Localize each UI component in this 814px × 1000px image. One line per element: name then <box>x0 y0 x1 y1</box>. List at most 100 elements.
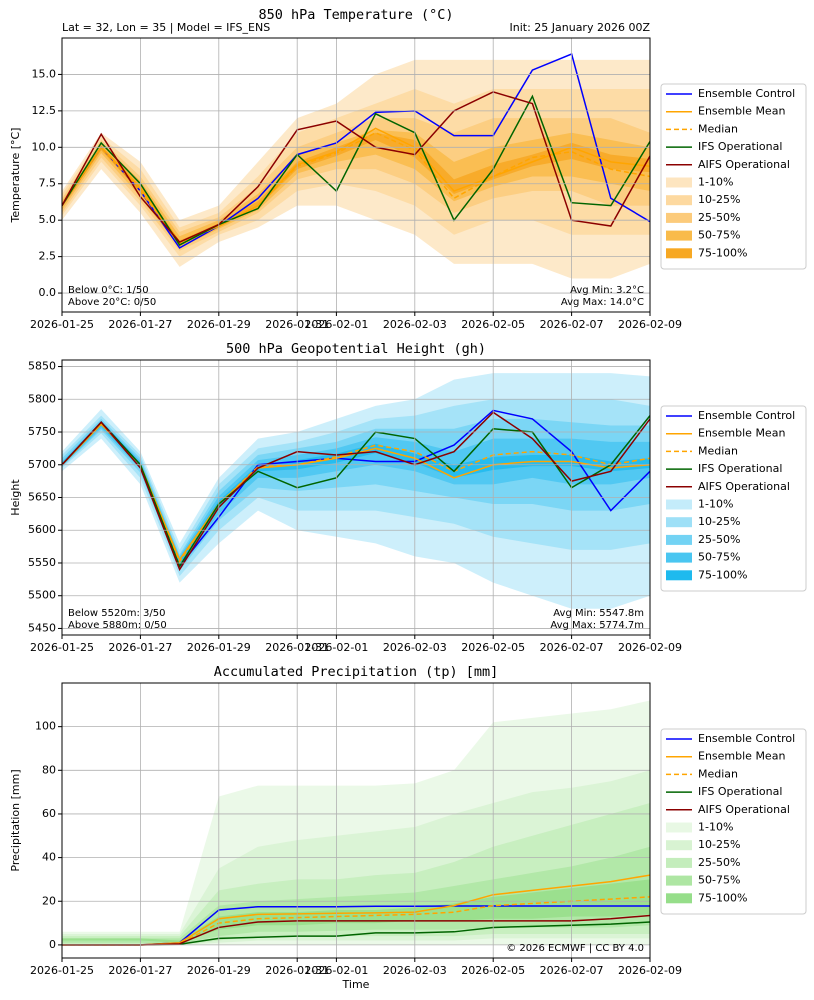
x-tick-label: 2026-02-01 <box>304 964 368 977</box>
series-line <box>62 914 650 946</box>
legend-label: Ensemble Control <box>698 87 795 100</box>
y-tick-label: 40 <box>42 851 56 864</box>
subtitle: Lat = 32, Lon = 35 | Model = IFS_ENS <box>62 21 270 34</box>
x-axis-label: Time <box>342 978 370 991</box>
plot-area <box>62 53 650 279</box>
x-tick-label: 2026-01-31 <box>265 964 329 977</box>
x-tick-label: 2026-02-03 <box>383 964 447 977</box>
legend-swatch <box>666 552 692 563</box>
y-tick-label: 5550 <box>28 556 56 569</box>
legend-swatch <box>666 570 692 581</box>
legend-swatch <box>666 177 692 188</box>
x-tick-label: 2026-02-01 <box>304 318 368 331</box>
y-tick-label: 5600 <box>28 523 56 536</box>
y-tick-label: 100 <box>35 720 56 733</box>
y-axis-label: Temperature [°C] <box>9 128 22 224</box>
x-tick-label: 2026-01-25 <box>30 641 94 654</box>
legend-box <box>660 728 807 915</box>
y-tick-label: 15.0 <box>32 67 57 80</box>
x-tick-label: 2026-01-29 <box>187 641 251 654</box>
legend-swatch <box>666 875 692 886</box>
legend-swatch <box>666 822 692 833</box>
chart-title: 500 hPa Geopotential Height (gh) <box>226 341 486 357</box>
y-tick-label: 12.5 <box>32 104 57 117</box>
legend-label: AIFS Operational <box>698 158 790 171</box>
annotation: © 2026 ECMWF | CC BY 4.0 <box>506 943 644 954</box>
series-line <box>62 94 650 246</box>
legend-swatch <box>666 248 692 259</box>
legend-swatch <box>666 840 692 851</box>
legend-label: Median <box>698 122 738 135</box>
legend-label: Median <box>698 767 738 780</box>
y-axis-label: Precipitation [mm] <box>9 769 22 871</box>
y-tick-label: 5800 <box>28 392 56 405</box>
legend-swatch <box>666 893 692 904</box>
x-tick-label: 2026-02-03 <box>383 641 447 654</box>
plot-frame <box>61 37 651 313</box>
x-tick-label: 2026-01-31 <box>265 641 329 654</box>
x-tick-label: 2026-02-09 <box>618 964 682 977</box>
plot-area <box>62 373 650 609</box>
legend-label: 75-100% <box>698 246 747 259</box>
legend-box <box>660 405 807 592</box>
chart-title: Accumulated Precipitation (tp) [mm] <box>214 664 498 680</box>
legend-label: IFS Operational <box>698 462 782 475</box>
y-tick-label: 0.0 <box>39 286 57 299</box>
legend-swatch <box>666 230 692 241</box>
x-tick-label: 2026-01-29 <box>187 318 251 331</box>
legend-label: AIFS Operational <box>698 803 790 816</box>
legend-swatch <box>666 517 692 528</box>
band <box>62 846 650 944</box>
band <box>62 129 650 248</box>
legend-label: 10-25% <box>698 515 740 528</box>
y-tick-label: 5450 <box>28 621 56 634</box>
legend-swatch <box>666 857 692 868</box>
series-line <box>62 131 650 245</box>
legend-label: 10-25% <box>698 838 740 851</box>
x-tick-label: 2026-02-05 <box>461 318 525 331</box>
legend-label: IFS Operational <box>698 785 782 798</box>
annotation: Above 5880m: 0/50 <box>68 620 167 631</box>
legend-swatch <box>666 534 692 545</box>
legend-label: IFS Operational <box>698 140 782 153</box>
plot-area <box>62 700 650 946</box>
x-tick-label: 2026-01-27 <box>108 318 172 331</box>
x-tick-label: 2026-02-03 <box>383 318 447 331</box>
legend-box <box>660 83 807 270</box>
series-line <box>62 411 650 572</box>
y-axis-label: Height <box>9 479 22 516</box>
legend-label: 1-10% <box>698 498 733 511</box>
x-tick-label: 2026-01-31 <box>265 318 329 331</box>
x-tick-label: 2026-01-27 <box>108 641 172 654</box>
band <box>62 422 650 565</box>
y-tick-label: 7.5 <box>39 177 57 190</box>
x-tick-label: 2026-01-25 <box>30 318 94 331</box>
legend-label: 50-75% <box>698 551 740 564</box>
legend-label: 50-75% <box>698 874 740 887</box>
legend-label: 1-10% <box>698 821 733 834</box>
legend-label: Ensemble Mean <box>698 105 785 118</box>
legend-label: Ensemble Control <box>698 732 795 745</box>
annotation: Avg Min: 3.2°C <box>570 285 644 296</box>
annotation: Avg Max: 5774.7m <box>550 620 644 631</box>
annotation: Below 0°C: 1/50 <box>68 285 149 296</box>
x-tick-label: 2026-02-01 <box>304 641 368 654</box>
legend-label: 25-50% <box>698 211 740 224</box>
x-tick-label: 2026-02-09 <box>618 641 682 654</box>
annotation: Avg Min: 5547.8m <box>553 608 644 619</box>
legend-swatch <box>666 212 692 223</box>
annotation: Avg Max: 14.0°C <box>561 297 644 308</box>
x-tick-label: 2026-02-05 <box>461 641 525 654</box>
legend-swatch <box>666 499 692 510</box>
y-tick-label: 20 <box>42 894 56 907</box>
x-tick-label: 2026-01-29 <box>187 964 251 977</box>
legend-label: 75-100% <box>698 891 747 904</box>
y-tick-label: 5650 <box>28 491 56 504</box>
series-line <box>62 423 650 564</box>
y-tick-label: 5750 <box>28 425 56 438</box>
legend-swatch <box>666 195 692 206</box>
x-tick-label: 2026-02-05 <box>461 964 525 977</box>
x-tick-label: 2026-01-25 <box>30 964 94 977</box>
plot-frame <box>61 682 651 959</box>
chart-title: 850 hPa Temperature (°C) <box>258 7 453 23</box>
